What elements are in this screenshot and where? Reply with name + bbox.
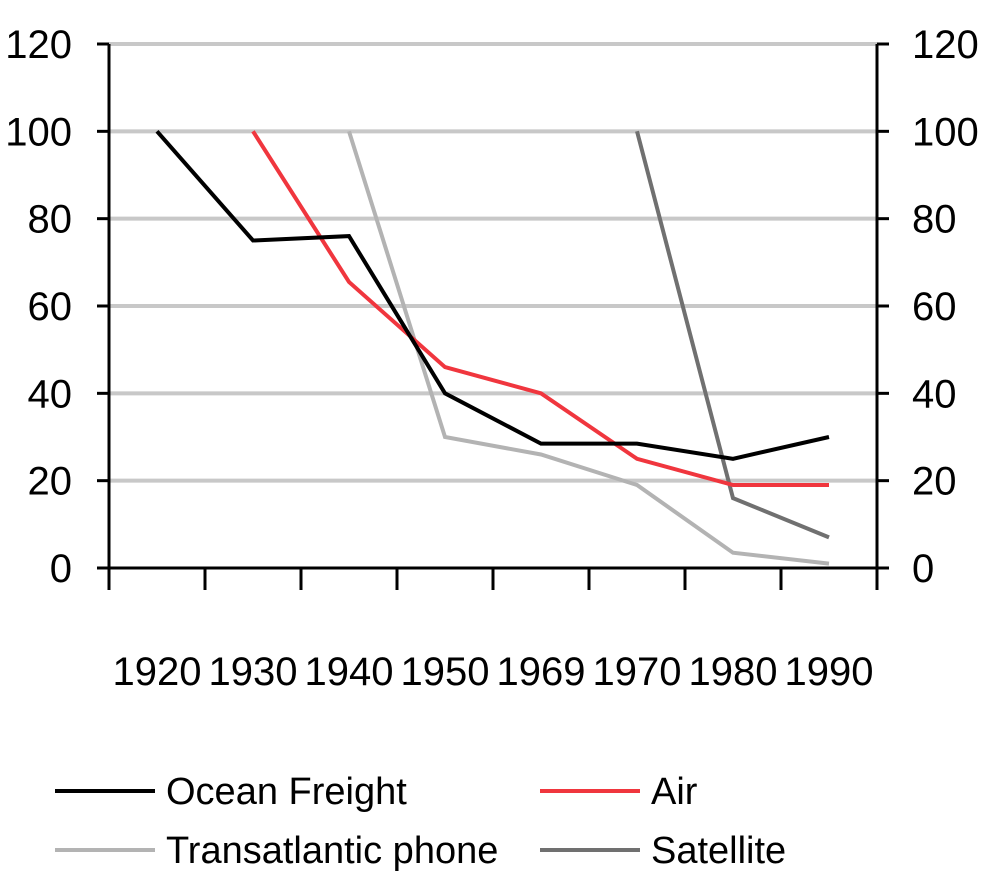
y-tick-label-left: 100 [5, 110, 72, 154]
legend-label-transatlantic-phone: Transatlantic phone [166, 830, 498, 871]
y-tick-label-left: 60 [28, 285, 73, 329]
y-tick-label-right: 80 [912, 198, 957, 242]
x-tick-label: 1920 [113, 650, 202, 694]
y-tick-label-left: 0 [50, 547, 72, 591]
series-lines [155, 129, 830, 566]
x-tick-label: 1940 [305, 650, 394, 694]
legend-label-satellite: Satellite [651, 830, 786, 871]
series-line-air [251, 130, 829, 487]
series-line-transatlantic-phone [347, 130, 830, 566]
axes [97, 42, 889, 590]
x-tick-label: 1950 [401, 650, 490, 694]
x-tick-label: 1970 [593, 650, 682, 694]
legend-label-air: Air [651, 771, 698, 813]
y-tick-label-left: 120 [5, 23, 72, 67]
y-tick-label-left: 20 [28, 460, 73, 504]
x-tick-label: 1969 [497, 650, 586, 694]
legend: Ocean Freight Air Transatlantic phone Satel… [55, 771, 786, 871]
legend-label-ocean-freight: Ocean Freight [166, 771, 407, 813]
y-tick-label-right: 60 [912, 285, 957, 329]
y-tick-label-right: 120 [912, 23, 979, 67]
x-tick-label: 1980 [689, 650, 778, 694]
y-tick-label-right: 100 [912, 110, 979, 154]
series-line-satellite [635, 130, 830, 540]
y-tick-label-left: 80 [28, 198, 73, 242]
y-tick-label-left: 40 [28, 372, 73, 416]
x-tick-label: 1990 [785, 650, 874, 694]
y-tick-label-right: 40 [912, 372, 957, 416]
gridlines [109, 42, 877, 483]
x-tick-label: 1930 [209, 650, 298, 694]
y-tick-label-right: 20 [912, 460, 957, 504]
series-line-ocean-freight [155, 129, 830, 461]
y-tick-label-right: 0 [912, 547, 934, 591]
